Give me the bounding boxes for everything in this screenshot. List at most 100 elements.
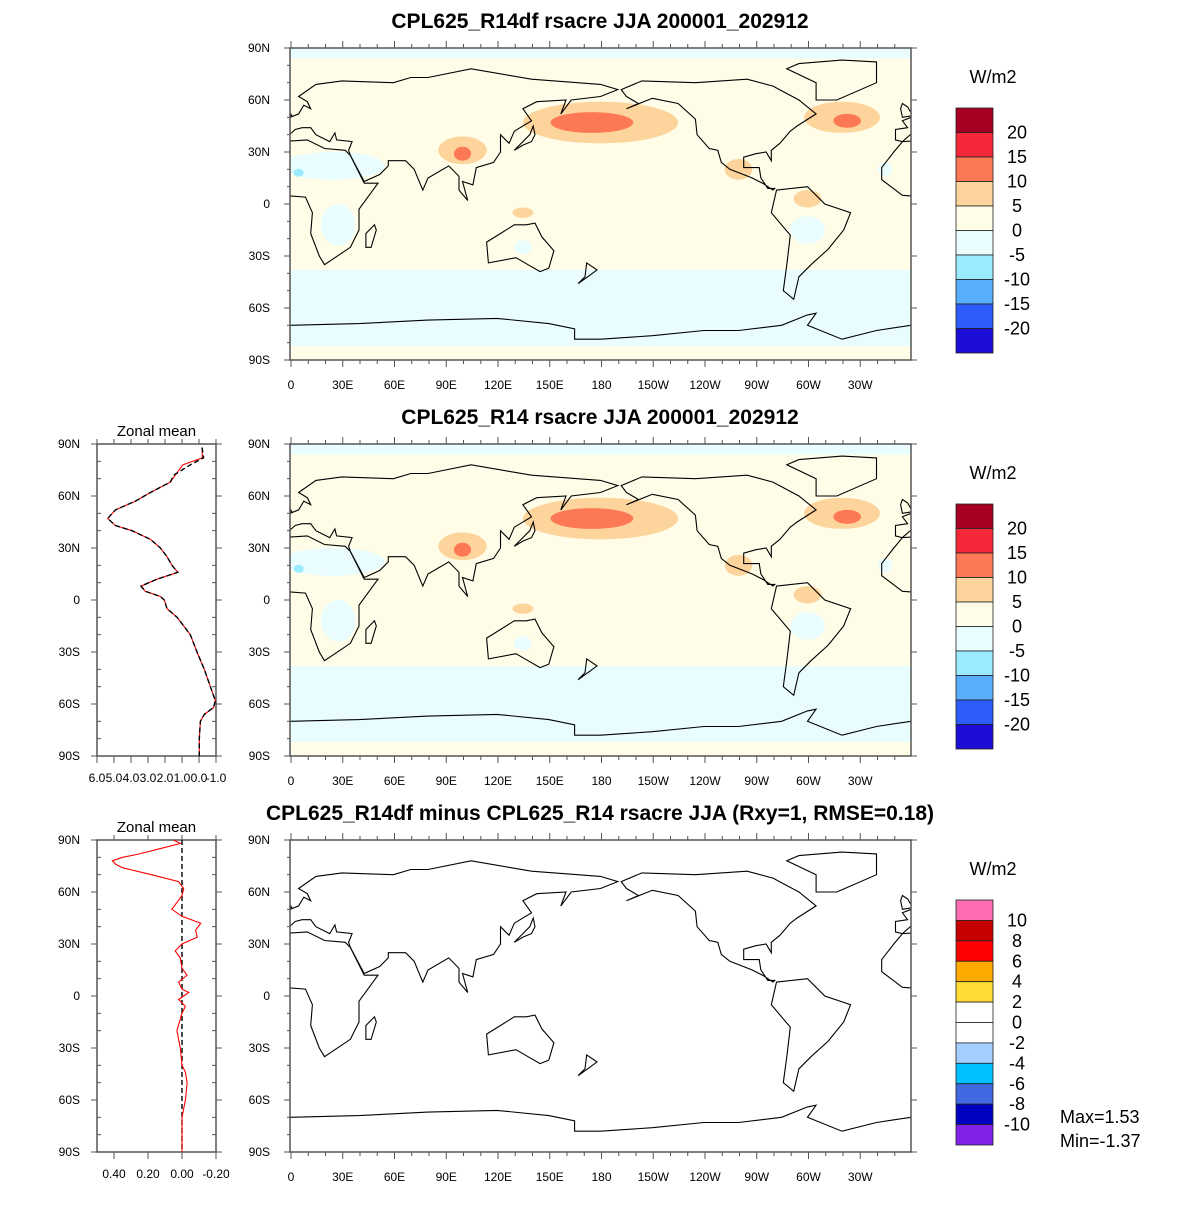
lat-tick-label: 90N (248, 41, 270, 55)
colorbar-swatch (956, 1023, 993, 1043)
x-tick-label: -1.0 (206, 771, 227, 785)
lat-tick-label: 30S (249, 1041, 270, 1055)
colorbar-swatch (956, 982, 993, 1002)
colorbar-swatch (956, 920, 993, 940)
field-region (833, 510, 861, 524)
colorbar-label: 5 (1012, 196, 1022, 216)
lat-tick-label: 90N (58, 437, 80, 451)
colorbar-label: 10 (1007, 172, 1027, 192)
max-label: Max=1.53 (1060, 1107, 1140, 1127)
colorbar-label: -6 (1009, 1074, 1025, 1094)
colorbar-label: 0 (1012, 1013, 1022, 1033)
panel-1: CPL625_R14df rsacre JJA 200001_202912 90N… (0, 10, 1200, 392)
colorbar-label: -2 (1009, 1033, 1025, 1053)
coastline-samerica (150, 187, 229, 300)
coastline-japan (1135, 522, 1156, 546)
lon-tick-label: 150W (638, 1170, 670, 1184)
colorbar-label: 4 (1012, 972, 1022, 992)
field-region (514, 636, 531, 650)
colorbar-swatch (956, 1063, 993, 1083)
x-tick-label: -0.20 (202, 1167, 230, 1181)
lat-tick-label: 90S (249, 1145, 270, 1159)
x-tick-label: 0.20 (136, 1167, 160, 1181)
colorbar-swatch (956, 676, 993, 701)
lat-tick-label: 90S (249, 353, 270, 367)
field-region (833, 114, 861, 128)
coastline-australia (1108, 619, 1175, 668)
coastline-eurasia (896, 465, 1200, 597)
panel-3: CPL625_R14df minus CPL625_R14 rsacre JJA… (0, 802, 1200, 1184)
x-tick-label: 3.0 (140, 771, 157, 785)
lon-tick-label: 120E (484, 378, 512, 392)
lon-tick-label: 120W (689, 378, 721, 392)
lon-tick-label: 60W (796, 774, 821, 788)
lon-tick-label: 90W (744, 774, 769, 788)
coastline-namerica (0, 79, 195, 190)
lon-tick-label: 30E (332, 774, 353, 788)
x-tick-label: 0.40 (102, 1167, 126, 1181)
lat-tick-label: 30N (58, 541, 80, 555)
lat-tick-label: 60N (248, 885, 270, 899)
coastline-japan (1135, 918, 1156, 942)
field-region (790, 612, 825, 640)
field-region (790, 216, 825, 244)
colorbar-swatch (956, 1084, 993, 1104)
coastline-eurasia (896, 861, 1200, 993)
lat-tick-label: 0 (263, 989, 270, 1003)
lon-tick-label: 60E (384, 378, 405, 392)
panel-title: CPL625_R14 rsacre JJA 200001_202912 (401, 406, 798, 429)
colorbar-swatch (956, 553, 993, 578)
lat-tick-label: 30N (248, 937, 270, 951)
lon-tick-label: 0 (288, 774, 295, 788)
lon-tick-label: 0 (288, 378, 295, 392)
panel-title: CPL625_R14df rsacre JJA 200001_202912 (391, 10, 808, 33)
lon-tick-label: 180 (591, 774, 611, 788)
lat-tick-label: 60N (58, 885, 80, 899)
colorbar-label: 6 (1012, 951, 1022, 971)
lon-tick-label: 120E (484, 774, 512, 788)
field-region (550, 508, 633, 529)
lat-tick-label: 30N (248, 145, 270, 159)
lon-tick-label: 60W (796, 1170, 821, 1184)
field-region (550, 112, 633, 133)
lat-tick-label: 90N (58, 833, 80, 847)
lat-tick-label: 30S (59, 1041, 80, 1055)
colorbar-swatch (956, 627, 993, 652)
lon-tick-label: 30E (332, 1170, 353, 1184)
lat-tick-label: 30S (249, 249, 270, 263)
lat-tick-label: 60S (59, 697, 80, 711)
lon-tick-label: 120E (484, 1170, 512, 1184)
lat-tick-label: 90N (248, 437, 270, 451)
colorbar-swatch (956, 108, 993, 133)
lat-tick-label: 60N (248, 93, 270, 107)
x-tick-label: 2.0 (157, 771, 174, 785)
colorbar-swatch (956, 1125, 993, 1145)
lat-tick-label: 30S (249, 645, 270, 659)
lat-tick-label: 90S (249, 749, 270, 763)
coastline-eurasia (896, 69, 1200, 201)
field-region (513, 603, 534, 613)
colorbar-swatch (956, 280, 993, 305)
colorbar-swatch (956, 157, 993, 182)
lon-tick-label: 150E (536, 1170, 564, 1184)
lon-tick-label: 60E (384, 1170, 405, 1184)
field-background (290, 840, 911, 1152)
coastline-japan (1135, 126, 1156, 150)
x-tick-label: 4.0 (123, 771, 140, 785)
colorbar-label: 10 (1007, 910, 1027, 930)
lon-tick-label: 90W (744, 378, 769, 392)
colorbar-swatch (956, 504, 993, 529)
colorbar-label: -15 (1004, 690, 1030, 710)
colorbar-label: -10 (1004, 270, 1030, 290)
lon-tick-label: 60E (384, 774, 405, 788)
colorbar-swatch (956, 1002, 993, 1022)
field-region (514, 240, 531, 254)
colorbar-label: -8 (1009, 1094, 1025, 1114)
field-region (513, 207, 534, 217)
colorbar-swatch (956, 941, 993, 961)
colorbar-swatch (956, 133, 993, 158)
lon-tick-label: 60W (796, 378, 821, 392)
